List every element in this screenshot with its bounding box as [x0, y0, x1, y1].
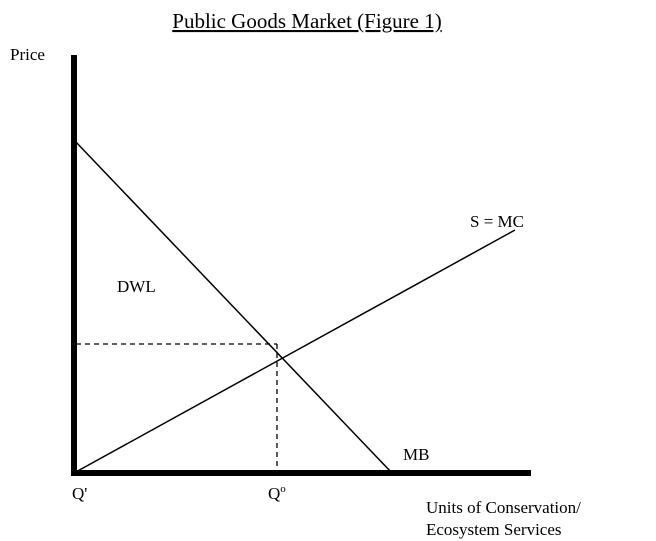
optimum-q: Q — [268, 484, 280, 503]
dwl-label: DWL — [117, 277, 156, 296]
optimum-superscript: o — [280, 483, 286, 495]
supply-curve — [73, 229, 516, 474]
y-axis-label: Price — [10, 45, 45, 64]
origin-label: Q' — [72, 484, 87, 503]
supply-label: S = MC — [470, 212, 524, 231]
mb-label: MB — [403, 445, 429, 464]
mb-curve — [73, 139, 393, 474]
x-axis-label-line: Ecosystem Services — [426, 520, 562, 539]
x-axis-label-line: Units of Conservation/ — [426, 498, 581, 517]
title: Public Goods Market (Figure 1) — [172, 9, 441, 33]
optimum-label: Qo — [268, 483, 286, 503]
